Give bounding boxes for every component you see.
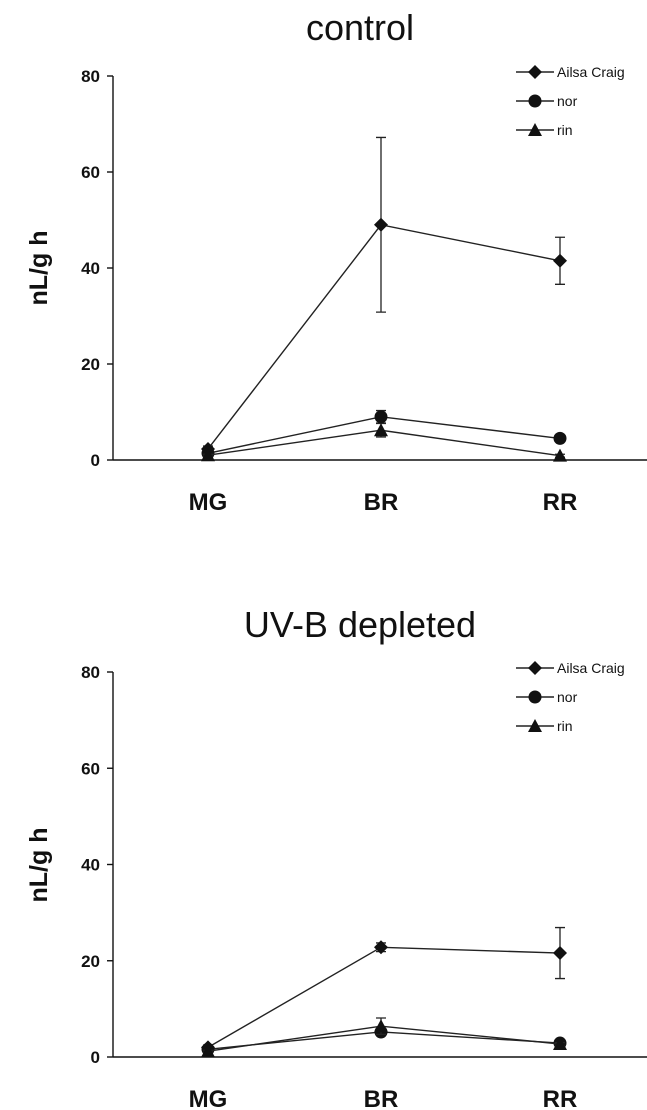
- legend-marker: [528, 65, 542, 79]
- legend: Ailsa Craig nor rin: [516, 660, 625, 734]
- x-tick-label: BR: [364, 1086, 399, 1110]
- plot-area: 0 20 40 60 80 MG BR RR Ailsa Craig nor rin: [81, 660, 647, 1110]
- legend-label: rin: [557, 718, 573, 734]
- x-tick-label: RR: [543, 489, 578, 516]
- y-tick-label: 80: [81, 663, 100, 682]
- legend-marker: [528, 123, 542, 136]
- series-rin: [201, 1017, 567, 1058]
- data-point: [201, 1044, 215, 1058]
- data-point: [374, 940, 388, 955]
- chart-title: control: [306, 7, 414, 48]
- chart-panel-control: control nL/g h 0 20 40 60 80 MG BR RR Ailsa Crai…: [25, 7, 647, 516]
- y-tick-label: 20: [81, 952, 100, 971]
- y-tick-label: 80: [81, 67, 100, 86]
- data-point: [374, 1019, 388, 1033]
- y-axis-label: nL/g h: [25, 828, 53, 903]
- x-tick-label: BR: [364, 489, 399, 516]
- y-tick-label: 40: [81, 856, 100, 875]
- legend-marker: [528, 690, 542, 704]
- x-tick-label: MG: [189, 1086, 228, 1110]
- legend-marker: [528, 661, 542, 675]
- legend-label: Ailsa Craig: [557, 64, 625, 80]
- data-point: [201, 448, 215, 462]
- legend-label: Ailsa Craig: [557, 660, 625, 676]
- data-point: [553, 946, 567, 961]
- data-point: [553, 431, 567, 445]
- chart-panel-uvb-depleted: UV-B depleted nL/g h 0 20 40 60 80 MG BR RR Ails…: [25, 604, 647, 1110]
- y-tick-label: 0: [91, 1048, 100, 1067]
- chart-title: UV-B depleted: [244, 604, 476, 645]
- data-point: [553, 448, 567, 462]
- data-point: [374, 217, 388, 232]
- data-point: [374, 410, 388, 424]
- x-tick-label: MG: [189, 489, 228, 516]
- data-point: [374, 423, 388, 437]
- legend-label: nor: [557, 93, 578, 109]
- data-point: [553, 253, 567, 268]
- y-tick-label: 0: [91, 451, 100, 470]
- plot-area: 0 20 40 60 80 MG BR RR Ailsa Craig nor rin: [81, 64, 647, 516]
- legend-marker: [528, 94, 542, 108]
- legend-label: nor: [557, 689, 578, 705]
- series-rin: [201, 422, 567, 462]
- y-axis-label: nL/g h: [25, 231, 53, 306]
- y-tick-label: 40: [81, 259, 100, 278]
- legend-marker: [528, 719, 542, 732]
- data-point: [553, 1037, 567, 1051]
- x-tick-label: RR: [543, 1086, 578, 1110]
- y-tick-label: 20: [81, 355, 100, 374]
- series-ailsa-craig: [201, 136, 567, 456]
- legend: Ailsa Craig nor rin: [516, 64, 625, 138]
- y-tick-label: 60: [81, 759, 100, 778]
- y-tick-label: 60: [81, 163, 100, 182]
- legend-label: rin: [557, 122, 573, 138]
